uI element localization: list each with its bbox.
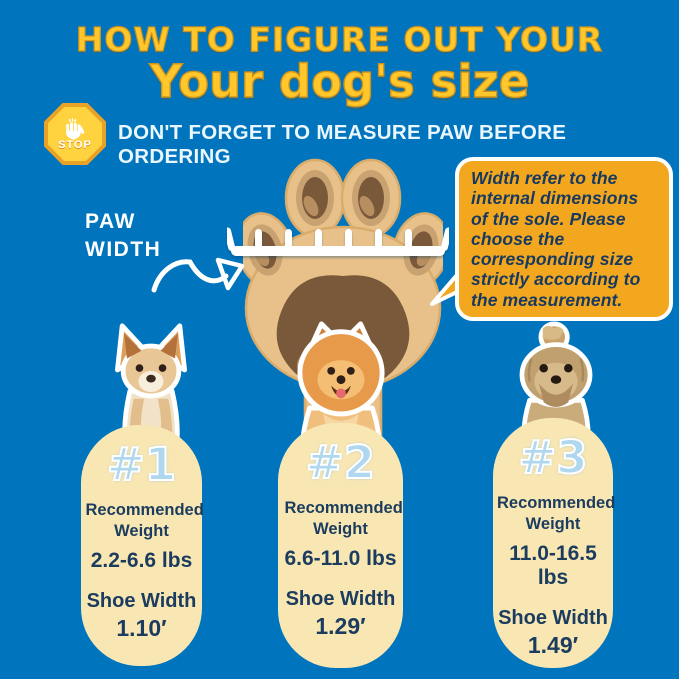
weight-label: Recommended Weight: [284, 499, 403, 538]
weight-value: 11.0-16.5 lbs: [509, 541, 597, 589]
size-rank: #2: [305, 436, 376, 489]
stop-sign: STOP: [44, 103, 106, 165]
shoe-width-label: Shoe Width: [285, 587, 396, 610]
size-card-3: #3 Recommended Weight 11.0-16.5 lbs Shoe…: [493, 418, 616, 668]
weight-value: 2.2-6.6 lbs: [90, 548, 193, 572]
size-card-2: #2 Recommended Weight 6.6-11.0 lbs Shoe …: [278, 423, 403, 668]
size-note-text: Width refer to the internal dimensions o…: [471, 168, 641, 310]
weight-value: 6.6-11.0 lbs: [284, 546, 397, 570]
curved-arrow-icon: [151, 257, 245, 293]
weight-label: Recommended Weight: [497, 494, 616, 533]
page-subtitle: Your dog's size: [149, 54, 530, 108]
size-rank: #1: [106, 438, 177, 491]
size-note-bubble: Width refer to the internal dimensions o…: [455, 157, 673, 322]
size-rank: #3: [517, 431, 588, 484]
stop-label: STOP: [58, 138, 92, 151]
warning-message: DON'T FORGET TO MEASURE PAW BEFORE ORDER…: [118, 121, 567, 168]
page-title: HOW TO FIGURE OUT YOUR: [75, 19, 604, 59]
paw-width-label: PAW WIDTH: [85, 210, 162, 262]
hand-icon: [66, 117, 85, 140]
shoe-width-value: 1.10′: [116, 614, 167, 641]
ruler-icon: [227, 227, 449, 256]
stop-sign-face: STOP: [48, 107, 102, 161]
weight-label: Recommended Weight: [85, 501, 204, 540]
shoe-width-value: 1.49′: [527, 631, 579, 658]
shoe-width-value: 1.29′: [315, 612, 366, 639]
shoe-width-label: Shoe Width: [86, 589, 197, 612]
size-card-1: #1 Recommended Weight 2.2-6.6 lbs Shoe W…: [81, 425, 204, 666]
shoe-width-label: Shoe Width: [498, 606, 608, 629]
